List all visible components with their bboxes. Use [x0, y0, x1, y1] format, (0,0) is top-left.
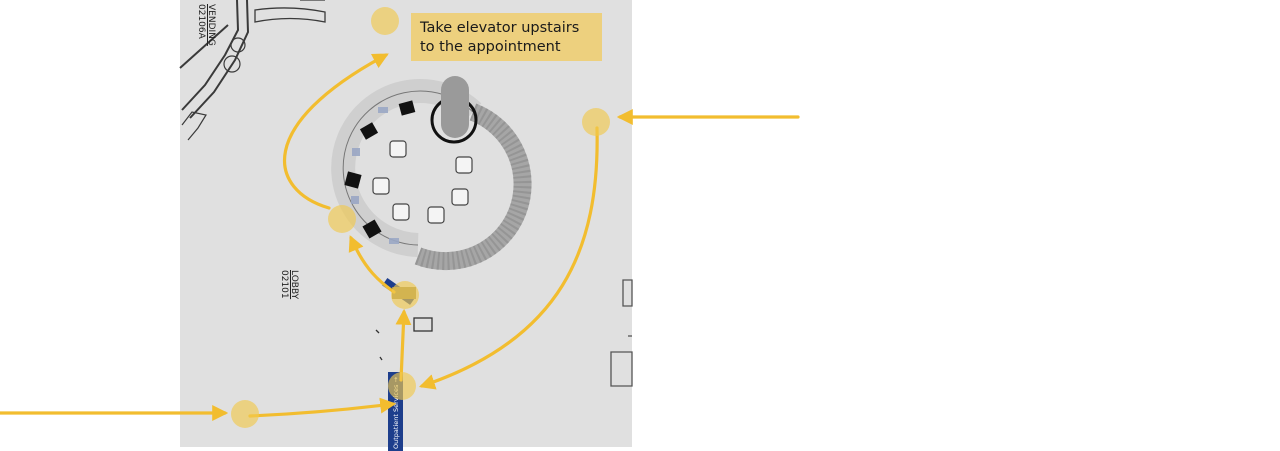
- waypoint-right-entrance: [582, 108, 610, 136]
- waypoint-left: [231, 400, 259, 428]
- waypoint-desk: [328, 205, 356, 233]
- instruction-callout: Take elevator upstairs to the appointmen…: [411, 13, 602, 61]
- room-label-vending: VENDING 02106A: [196, 4, 216, 46]
- callout-line-2: to the appointment: [420, 39, 561, 55]
- room-number: 02101: [279, 270, 289, 299]
- lobby-marks: [375, 317, 433, 361]
- waypoint-sign: [391, 281, 419, 309]
- floor-area: [180, 0, 632, 447]
- route-lines: [0, 53, 800, 421]
- route-bottom-to-center: [248, 397, 397, 418]
- reception-desk: [331, 76, 532, 271]
- room-label-lobby: LOBBY 02101: [279, 270, 299, 299]
- room-number: 02106A: [196, 4, 206, 39]
- room-name: LOBBY: [289, 270, 299, 300]
- waypoints: [231, 7, 610, 428]
- route-right-curve: [418, 126, 599, 390]
- route-to-desk: [348, 235, 396, 294]
- route-up-from-entry: [395, 308, 412, 382]
- room-name: VENDING: [206, 4, 216, 46]
- waypoint-elevator: [371, 7, 399, 35]
- right-furniture: [610, 279, 633, 387]
- waypoint-entry: [388, 372, 416, 400]
- vending-walls: [179, 0, 326, 141]
- route-around-desk: [283, 53, 389, 210]
- callout-line-1: Take elevator upstairs: [420, 20, 580, 36]
